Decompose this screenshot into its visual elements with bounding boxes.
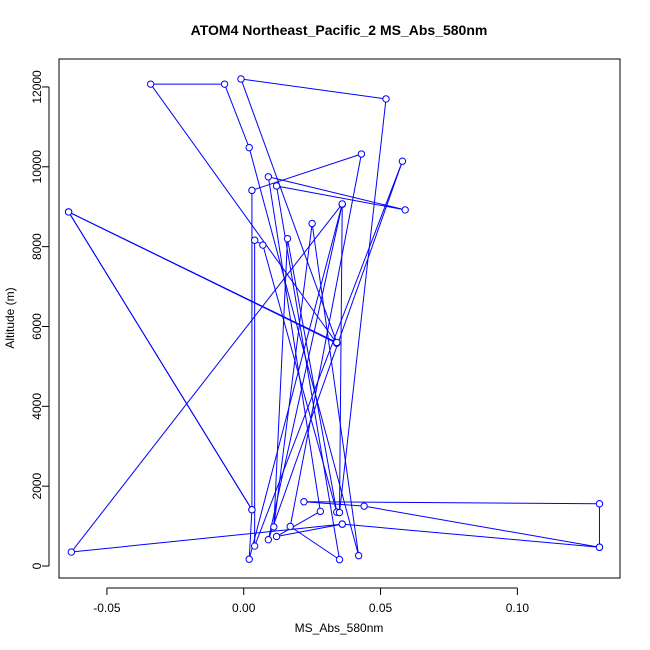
series-segment bbox=[68, 211, 337, 343]
data-point bbox=[272, 182, 281, 190]
chart-title: ATOM4 Northeast_Pacific_2 MS_Abs_580nm bbox=[191, 22, 488, 38]
data-point bbox=[382, 95, 390, 103]
data-point bbox=[264, 535, 273, 544]
data-point bbox=[272, 532, 281, 541]
y-tick-label: 0 bbox=[30, 562, 44, 569]
series-segment bbox=[268, 176, 406, 211]
series-segment bbox=[254, 161, 403, 547]
series-segment bbox=[68, 211, 253, 510]
data-point bbox=[308, 219, 316, 228]
series-segment bbox=[339, 98, 387, 513]
series-segment bbox=[342, 523, 600, 548]
data-point bbox=[245, 143, 253, 152]
series-segment bbox=[267, 176, 321, 512]
data-point bbox=[220, 80, 229, 88]
data-point bbox=[245, 555, 253, 563]
series-segment bbox=[251, 153, 362, 191]
y-tick-label: 4000 bbox=[30, 393, 44, 420]
x-tick-label: 0.10 bbox=[506, 601, 530, 615]
series-segment bbox=[224, 83, 250, 148]
series-segment bbox=[276, 523, 343, 537]
series-segment bbox=[289, 153, 362, 527]
data-point bbox=[248, 186, 256, 195]
data-point bbox=[283, 234, 292, 243]
data-point bbox=[333, 338, 341, 347]
data-point bbox=[595, 543, 604, 551]
data-point bbox=[146, 80, 155, 88]
y-tick-label: 10000 bbox=[30, 150, 44, 184]
series-segment bbox=[248, 203, 343, 560]
y-tick-label: 8000 bbox=[30, 233, 44, 260]
series-segment bbox=[267, 161, 403, 540]
series-segment bbox=[248, 509, 253, 560]
series-segment bbox=[240, 78, 338, 343]
series-segment bbox=[289, 526, 340, 561]
data-point bbox=[237, 75, 245, 83]
series-segment bbox=[287, 238, 338, 513]
y-tick-label: 12000 bbox=[30, 70, 44, 104]
data-point bbox=[300, 498, 308, 506]
data-point bbox=[401, 206, 409, 214]
y-tick-label: 2000 bbox=[30, 473, 44, 500]
data-point bbox=[335, 508, 344, 517]
data-point bbox=[595, 500, 604, 508]
series-segment bbox=[311, 223, 360, 556]
data-point bbox=[335, 555, 344, 564]
series-segment bbox=[276, 185, 406, 211]
x-tick-label: 0.00 bbox=[232, 601, 256, 615]
series-segment bbox=[273, 238, 289, 527]
x-axis-label: MS_Abs_580nm bbox=[295, 621, 384, 635]
data-point bbox=[316, 507, 325, 516]
y-axis: 0 2000 4000 6000 8000 10000 12000 bbox=[30, 70, 50, 569]
series-segment bbox=[303, 501, 600, 505]
x-tick-label: 0.05 bbox=[369, 601, 393, 615]
x-axis: -0.05 0.00 0.05 0.10 bbox=[93, 587, 530, 615]
plot-frame bbox=[58, 58, 621, 579]
data-point bbox=[338, 520, 346, 528]
data-point bbox=[67, 548, 76, 556]
series-segment bbox=[240, 78, 387, 100]
series-segment bbox=[273, 223, 313, 527]
data-point bbox=[360, 502, 368, 510]
data-point bbox=[357, 150, 366, 158]
series-segment bbox=[150, 83, 338, 344]
series-segment bbox=[364, 505, 600, 548]
series-segment bbox=[276, 510, 321, 537]
data-point bbox=[286, 522, 294, 531]
series-segment bbox=[71, 523, 343, 553]
y-tick-label: 6000 bbox=[30, 313, 44, 340]
data-point bbox=[259, 241, 267, 249]
y-axis-label: Altitude (m) bbox=[3, 287, 17, 348]
data-point bbox=[250, 236, 259, 244]
data-point bbox=[64, 208, 73, 216]
series-segment bbox=[70, 203, 343, 553]
series-layer bbox=[64, 75, 604, 564]
series-segment bbox=[339, 204, 343, 513]
data-point bbox=[264, 173, 273, 181]
x-tick-label: -0.05 bbox=[93, 601, 121, 615]
data-point bbox=[338, 200, 346, 208]
data-point bbox=[354, 551, 363, 560]
data-point bbox=[250, 542, 259, 550]
data-point bbox=[248, 506, 256, 514]
series-segment bbox=[267, 204, 343, 540]
data-point bbox=[270, 523, 278, 531]
data-point bbox=[398, 157, 407, 165]
